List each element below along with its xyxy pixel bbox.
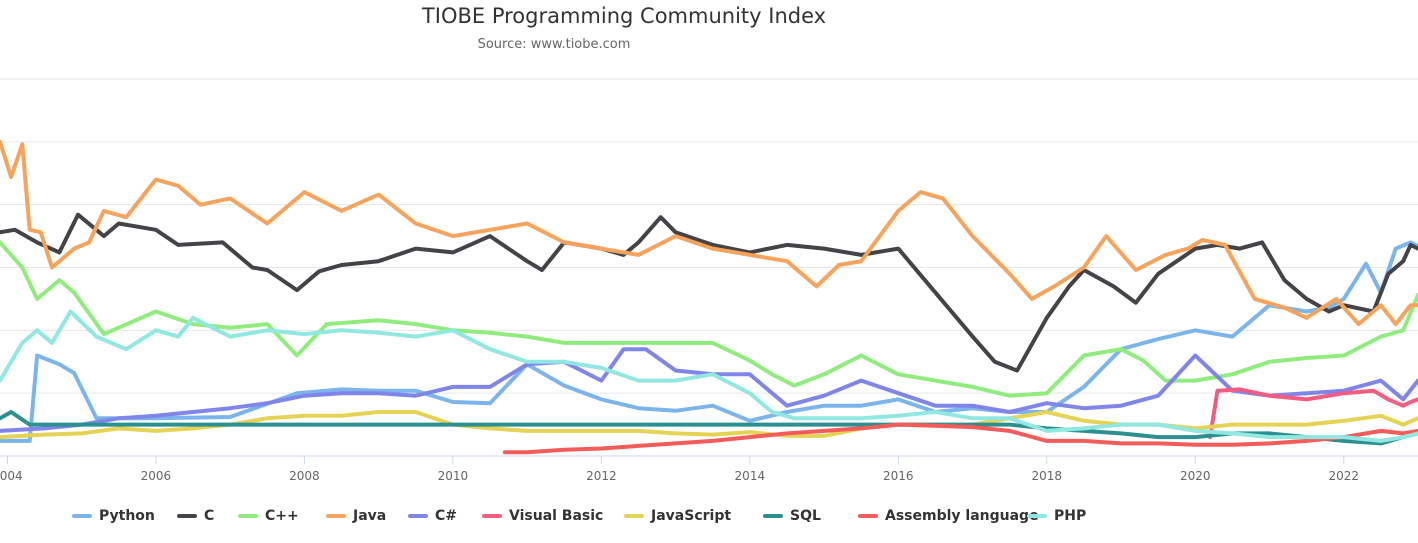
legend-swatch xyxy=(177,514,197,518)
legend-swatch xyxy=(624,514,644,518)
chart-subtitle: Source: www.tiobe.com xyxy=(477,37,631,52)
legend-label: Visual Basic xyxy=(509,508,604,524)
legend-label: Assembly language xyxy=(885,508,1039,524)
legend-item-visual-basic[interactable]: Visual Basic xyxy=(482,504,603,528)
legend-item-c-[interactable]: C# xyxy=(408,504,457,528)
legend-label: Python xyxy=(99,508,155,524)
legend-swatch xyxy=(482,514,502,518)
grid-lines xyxy=(0,78,1418,457)
legend-label: JavaScript xyxy=(651,508,732,524)
legend-item-sql[interactable]: SQL xyxy=(763,504,821,528)
line-chart: 2004 2006 2008 2010 2012 2014 2016 2018 2020 2022 xyxy=(0,78,1418,483)
legend-label: C++ xyxy=(265,508,299,524)
legend-swatch xyxy=(326,514,346,518)
legend-item-python[interactable]: Python xyxy=(72,504,155,528)
legend-swatch xyxy=(238,514,258,518)
series-line-c[interactable] xyxy=(0,212,1418,373)
legend-label: PHP xyxy=(1054,508,1087,524)
x-tick-label: 2016 xyxy=(883,469,914,483)
legend-label: SQL xyxy=(790,508,821,524)
legend-item-c-[interactable]: C++ xyxy=(238,504,299,528)
legend-item-assembly-language[interactable]: Assembly language xyxy=(858,504,1039,528)
x-axis: 2004 2006 2008 2010 2012 2014 2016 2018 2020 2022 xyxy=(0,455,1418,483)
x-tick-label: 2022 xyxy=(1328,469,1359,483)
x-tick-label: 2012 xyxy=(586,469,617,483)
legend-swatch xyxy=(72,514,92,518)
legend-swatch xyxy=(1027,514,1047,518)
x-tick-label: 2018 xyxy=(1032,469,1063,483)
legend-label: C xyxy=(204,508,215,524)
legend-label: Java xyxy=(353,508,387,524)
series-line-c-[interactable] xyxy=(0,240,1418,398)
x-tick-label: 2010 xyxy=(438,469,469,483)
legend-swatch xyxy=(763,514,783,518)
series-line-php[interactable] xyxy=(0,309,1418,443)
legend-item-javascript[interactable]: JavaScript xyxy=(624,504,731,528)
series-line-java[interactable] xyxy=(0,139,1418,327)
x-tick-label: 2004 xyxy=(0,469,23,483)
series-line-python[interactable] xyxy=(0,240,1418,443)
x-tick-label: 2008 xyxy=(289,469,320,483)
legend-swatch xyxy=(408,514,428,518)
legend-item-c[interactable]: C xyxy=(177,504,214,528)
series-line-javascript[interactable] xyxy=(0,410,1418,440)
chart-title: TIOBE Programming Community Index xyxy=(421,4,827,28)
legend-label: C# xyxy=(435,508,458,524)
series-layer xyxy=(0,139,1418,455)
legend: Python C C++ Java C# Visual Basic JavaScript SQ… xyxy=(72,504,1172,530)
legend-item-php[interactable]: PHP xyxy=(1027,504,1086,528)
x-tick-label: 2006 xyxy=(141,469,172,483)
legend-item-java[interactable]: Java xyxy=(326,504,386,528)
x-tick-label: 2014 xyxy=(735,469,766,483)
series-line-visual-basic[interactable] xyxy=(1208,387,1418,440)
legend-swatch xyxy=(858,514,878,518)
series-line-assembly-language[interactable] xyxy=(502,422,1418,455)
x-tick-label: 2020 xyxy=(1180,469,1211,483)
